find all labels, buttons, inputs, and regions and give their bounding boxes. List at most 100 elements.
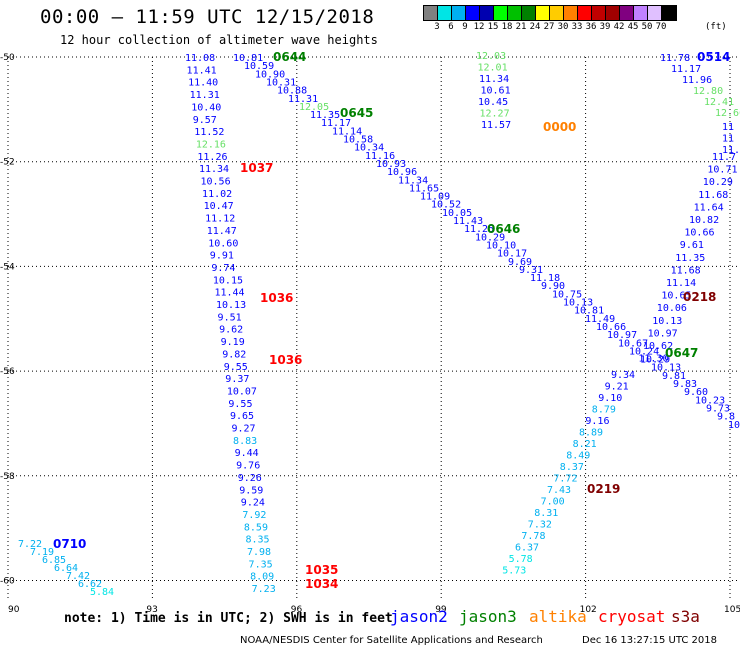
color-scale-label: 39 (599, 22, 611, 32)
color-swatch (578, 6, 592, 20)
x-tick-label: 96 (291, 605, 303, 615)
color-scale-label: 36 (585, 22, 597, 32)
wave-height-value: 9.73 (706, 403, 730, 414)
wave-height-value: 8.35 (245, 535, 269, 546)
wave-height-value: 11.08 (185, 53, 215, 64)
wave-height-value: 10.65 (661, 291, 691, 302)
wave-height-value: 11.68 (671, 265, 701, 276)
wave-height-value: 12.16 (196, 139, 226, 150)
color-swatch (592, 6, 606, 20)
wave-height-value: 10 (728, 420, 740, 431)
wave-height-value: 9.76 (236, 461, 260, 472)
color-swatch (662, 6, 676, 20)
y-tick-label: -54 (0, 262, 15, 272)
wave-height-value: 10.13 (651, 363, 681, 374)
wave-height-value: 12.03 (476, 51, 506, 62)
wave-height-value: 10.97 (648, 328, 678, 339)
wave-height-value: 11.17 (321, 118, 351, 129)
wave-height-value: 9.24 (241, 498, 265, 509)
wave-height-value: 10.29 (475, 232, 505, 243)
pass-time-label: 1034 (305, 577, 338, 591)
wave-height-value: 10.56 (201, 177, 231, 188)
wave-height-value: 8.31 (534, 508, 558, 519)
wave-height-value: 10.05 (442, 208, 472, 219)
color-scale-label: 42 (613, 22, 625, 32)
wave-height-value: 6.62 (78, 579, 102, 590)
color-scale-units: (ft) (705, 22, 727, 32)
wave-height-value: 11 (722, 122, 734, 133)
wave-height-value: 11.34 (479, 74, 509, 85)
wave-height-value: 11.7 (712, 152, 736, 163)
wave-height-value: 7.92 (242, 510, 266, 521)
color-swatch (606, 6, 620, 20)
wave-height-value: 9.81 (662, 371, 686, 382)
color-swatch (508, 6, 522, 20)
wave-height-value: 12.41 (704, 97, 734, 108)
color-swatch (536, 6, 550, 20)
wave-height-value: 5.84 (90, 587, 114, 598)
wave-height-value: 10.93 (376, 159, 406, 170)
wave-height-value: 11.26 (197, 152, 227, 163)
wave-height-value: 11.96 (682, 75, 712, 86)
wave-height-value: 7.35 (249, 559, 273, 570)
wave-height-value: 12.80 (693, 86, 723, 97)
pass-time-label: 0645 (340, 106, 373, 120)
wave-height-value: 11.52 (194, 127, 224, 138)
color-scale-label: 21 (515, 22, 527, 32)
wave-height-value: 8.59 (244, 522, 268, 533)
color-swatch (480, 6, 494, 20)
pass-time-label: 0000 (543, 120, 576, 134)
color-swatch (564, 6, 578, 20)
wave-height-value: 10.97 (607, 330, 637, 341)
wave-height-value: 8.21 (573, 439, 597, 450)
wave-height-value: 10.29 (703, 177, 733, 188)
wave-height-value: 9.44 (235, 448, 259, 459)
x-tick-label: 105 (724, 605, 740, 615)
wave-height-value: 10.06 (657, 303, 687, 314)
wave-height-value: 10.71 (707, 165, 737, 176)
wave-height-value: 10.31 (266, 77, 296, 88)
wave-height-value: 11.2 (722, 145, 740, 156)
pass-time-label: 0644 (273, 50, 306, 64)
generated-timestamp: Dec 16 13:27:15 UTC 2018 (582, 635, 717, 646)
wave-height-value: 10.66 (596, 322, 626, 333)
color-scale-label: 3 (434, 22, 440, 32)
wave-height-value: 9.55 (224, 362, 248, 373)
wave-height-value: 11.41 (187, 65, 217, 76)
wave-height-value: 9.90 (541, 281, 565, 292)
page-subtitle: 12 hour collection of altimeter wave hei… (60, 33, 378, 47)
wave-height-value: 7.98 (247, 547, 271, 558)
wave-height-value: 11.14 (666, 278, 696, 289)
wave-height-value: 10.66 (684, 228, 714, 239)
wave-height-value: 10.90 (255, 69, 285, 80)
wave-height-value: 12.66 (715, 108, 740, 119)
wave-height-value: 7.23 (252, 584, 276, 595)
wave-height-value: 9.37 (225, 374, 249, 385)
wave-height-value: 9.69 (508, 257, 532, 268)
wave-height-value: 9.61 (680, 240, 704, 251)
x-tick-label: 102 (580, 605, 597, 615)
wave-height-value: 8.37 (560, 462, 584, 473)
satellite-legend-jason3: jason3 (459, 607, 517, 626)
wave-height-value: 11.16 (365, 151, 395, 162)
pass-time-label: 0218 (683, 290, 716, 304)
color-scale-bar (423, 5, 677, 21)
wave-height-value: 7.43 (547, 485, 571, 496)
wave-height-value: 6.37 (515, 543, 539, 554)
wave-height-value: 10.07 (227, 386, 257, 397)
wave-height-value: 9.60 (684, 387, 708, 398)
wave-height-value: 7.72 (553, 474, 577, 485)
wave-height-value: 10.47 (204, 201, 234, 212)
wave-height-value: 10.29 (640, 355, 670, 366)
wave-height-value: 12.05 (299, 102, 329, 113)
wave-height-value: 9.26 (238, 473, 262, 484)
wave-height-value: 10.59 (244, 61, 274, 72)
color-swatch (494, 6, 508, 20)
wave-height-value: 11.34 (398, 175, 428, 186)
wave-height-value: 9.91 (210, 251, 234, 262)
color-swatch (424, 6, 438, 20)
wave-height-value: 10.13 (652, 316, 682, 327)
wave-height-value: 11.25 (464, 224, 494, 235)
wave-height-value: 11.12 (205, 214, 235, 225)
